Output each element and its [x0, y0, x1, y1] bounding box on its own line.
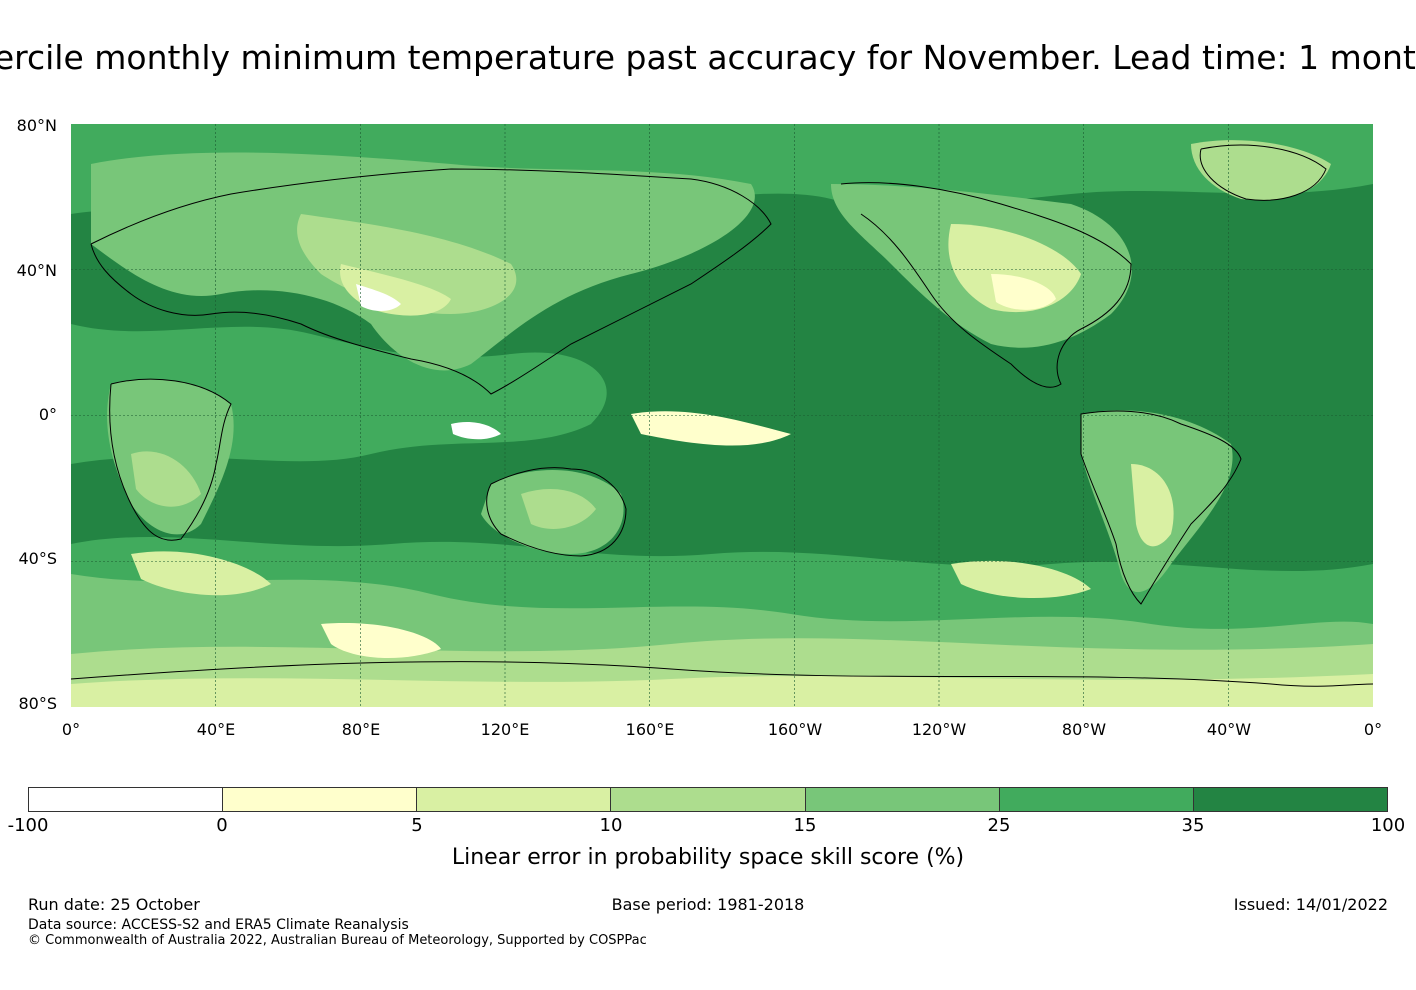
lon-label-120w: 120°W — [911, 720, 967, 739]
colorbar-segment — [417, 788, 612, 811]
colorbar-tick: -100 — [7, 815, 49, 836]
colorbar-segment — [805, 788, 1000, 811]
lon-label-0-left: 0° — [61, 720, 81, 739]
chart-title: Tercile monthly minimum temperature past… — [0, 38, 1416, 77]
lon-label-160w: 160°W — [767, 720, 823, 739]
lon-label-40e: 40°E — [196, 720, 236, 739]
colorbar-tick: 100 — [1370, 815, 1406, 836]
data-source: Data source: ACCESS-S2 and ERA5 Climate … — [28, 917, 409, 933]
lat-label-0: 0° — [38, 405, 57, 424]
colorbar-tick: 35 — [1181, 815, 1205, 836]
colorbar-tick: 0 — [216, 815, 228, 836]
lon-label-80w: 80°W — [1061, 720, 1107, 739]
lat-label-80s: 80°S — [18, 694, 57, 713]
lon-label-0-right: 0° — [1363, 720, 1383, 739]
colorbar-tick: 15 — [793, 815, 817, 836]
copyright: © Commonwealth of Australia 2022, Austra… — [28, 933, 647, 948]
lat-label-40n: 40°N — [16, 261, 57, 280]
colorbar-segment — [29, 788, 224, 811]
coastlines — [71, 144, 1373, 687]
colorbar-tick: 10 — [599, 815, 623, 836]
colorbar-tick: 25 — [987, 815, 1011, 836]
skill-regions — [71, 124, 1373, 707]
map-svg — [71, 124, 1373, 707]
colorbar-tick: 5 — [411, 815, 423, 836]
base-period: Base period: 1981-2018 — [611, 895, 805, 914]
colorbar-segment — [223, 788, 418, 811]
colorbar-segment — [611, 788, 806, 811]
colorbar — [28, 787, 1388, 812]
colorbar-segment — [999, 788, 1194, 811]
issued-date: Issued: 14/01/2022 — [1233, 895, 1388, 914]
lat-label-80n: 80°N — [16, 116, 57, 135]
lat-label-40s: 40°S — [18, 549, 57, 568]
run-date: Run date: 25 October — [28, 895, 200, 914]
skill-score-map — [71, 124, 1373, 707]
colorbar-label: Linear error in probability space skill … — [451, 845, 965, 870]
lon-label-120e: 120°E — [480, 720, 530, 739]
lon-label-40w: 40°W — [1206, 720, 1252, 739]
lon-label-160e: 160°E — [625, 720, 675, 739]
colorbar-segment — [1193, 788, 1387, 811]
lon-label-80e: 80°E — [341, 720, 381, 739]
